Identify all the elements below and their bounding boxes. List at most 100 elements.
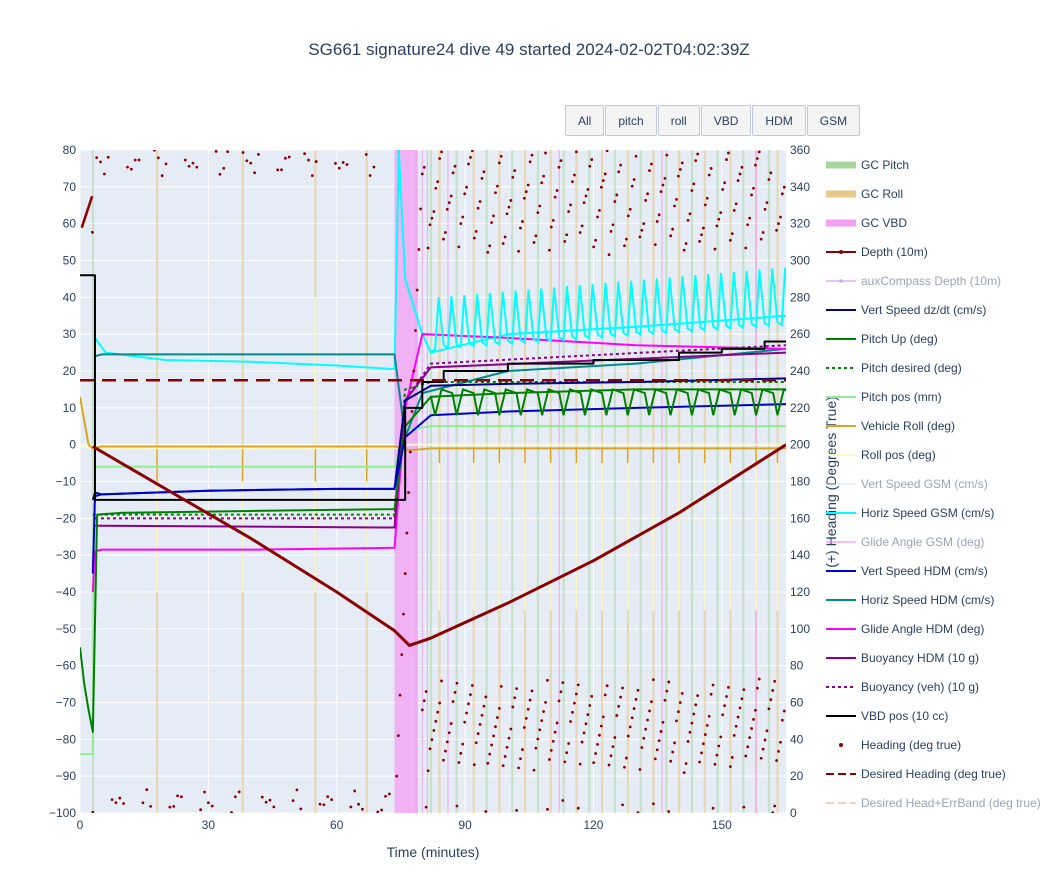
heading-marker — [578, 762, 582, 766]
series-vert-speed-hdm-cm-s — [91, 403, 786, 574]
heading-marker — [326, 795, 330, 799]
legend-item[interactable]: Pitch desired (deg) — [826, 361, 962, 375]
legend-item[interactable]: Glide Angle GSM (deg) — [826, 535, 984, 549]
gc-pitch-band — [429, 150, 433, 813]
heading-marker — [507, 205, 511, 209]
legend-item[interactable]: Buoyancy (veh) (10 g) — [826, 680, 979, 694]
vbd-button[interactable]: VBD — [700, 105, 752, 136]
heading-marker — [752, 717, 755, 721]
heading-marker — [599, 724, 603, 728]
legend-item[interactable]: Vert Speed HDM (cm/s) — [826, 564, 988, 578]
legend-item[interactable]: Desired Head+ErrBand (deg true) — [826, 796, 1041, 810]
legend-label: Vert Speed GSM (cm/s) — [861, 477, 988, 491]
heading-marker — [752, 186, 755, 190]
heading-marker — [513, 696, 517, 700]
legend-item[interactable]: Glide Angle HDM (deg) — [826, 622, 984, 636]
heading-marker — [461, 742, 465, 746]
legend-item[interactable]: Desired Heading (deg true) — [826, 767, 1006, 781]
heading-marker — [755, 686, 759, 690]
all-button[interactable]: All — [565, 105, 605, 136]
heading-marker — [400, 653, 404, 657]
y2-tick-label: 100 — [790, 622, 810, 636]
gc-pitch-band — [562, 150, 565, 813]
pitch-button[interactable]: pitch — [605, 105, 657, 136]
heading-marker — [580, 740, 584, 744]
heading-marker — [268, 798, 272, 802]
heading-marker — [655, 220, 659, 223]
heading-marker — [675, 719, 678, 723]
heading-marker — [763, 207, 767, 211]
legend-item[interactable]: GC Roll — [826, 187, 903, 201]
legend-item[interactable]: GC Pitch — [826, 158, 909, 172]
heading-marker — [494, 191, 497, 195]
heading-marker — [547, 248, 551, 252]
heading-marker — [384, 794, 387, 798]
heading-marker — [526, 707, 530, 711]
legend-item[interactable]: Depth (10m) — [826, 245, 928, 259]
legend-item[interactable]: Horiz Speed HDM (cm/s) — [826, 593, 994, 607]
heading-marker — [663, 698, 667, 702]
heading-marker — [665, 153, 669, 157]
heading-marker — [767, 178, 771, 181]
legend-item[interactable]: Pitch Up (deg) — [826, 332, 938, 346]
heading-marker — [490, 743, 494, 747]
heading-marker — [688, 212, 692, 216]
heading-marker — [628, 207, 632, 211]
heading-marker — [538, 728, 542, 732]
legend-item[interactable]: Vehicle Roll (deg) — [826, 419, 955, 433]
legend-item[interactable]: Pitch pos (mm) — [826, 390, 942, 404]
heading-marker — [773, 804, 777, 808]
legend-item[interactable]: Vert Speed GSM (cm/s) — [826, 477, 988, 491]
heading-marker — [412, 369, 416, 373]
legend-item[interactable]: Heading (deg true) — [839, 738, 961, 752]
heading-marker — [713, 762, 717, 766]
heading-marker — [555, 721, 559, 725]
heading-marker — [549, 749, 553, 752]
heading-marker — [777, 222, 780, 226]
legend-label: Vert Speed dz/dt (cm/s) — [861, 303, 986, 317]
heading-marker — [490, 221, 494, 224]
legend-item[interactable]: Buoyancy HDM (10 g) — [826, 651, 979, 665]
legend-item[interactable]: GC VBD — [826, 216, 907, 230]
heading-marker — [557, 165, 561, 169]
roll-button[interactable]: roll — [657, 105, 700, 136]
heading-marker — [754, 708, 757, 712]
heading-marker — [626, 214, 630, 218]
legend-item[interactable]: auxCompass Depth (10m) — [826, 274, 1001, 288]
heading-marker — [730, 232, 734, 236]
heading-marker — [396, 734, 400, 738]
y-tick-label: −30 — [56, 548, 77, 562]
legend-item[interactable]: Roll pos (deg) — [826, 448, 936, 462]
heading-marker — [503, 755, 507, 758]
heading-marker — [563, 239, 567, 243]
hdm-button[interactable]: HDM — [752, 105, 806, 136]
heading-marker — [719, 735, 723, 739]
heading-marker — [444, 749, 447, 753]
heading-marker — [447, 201, 451, 205]
heading-marker — [524, 716, 528, 720]
legend-item[interactable]: Horiz Speed GSM (cm/s) — [826, 506, 994, 520]
legend-item[interactable]: Vert Speed dz/dt (cm/s) — [826, 303, 986, 317]
heading-marker — [609, 754, 613, 758]
heading-marker — [428, 223, 432, 227]
heading-marker — [272, 805, 276, 809]
heading-marker — [470, 684, 474, 687]
heading-marker — [594, 752, 597, 755]
heading-marker — [617, 704, 621, 708]
heading-marker — [149, 804, 153, 808]
y-tick-label: −90 — [56, 769, 77, 783]
y-tick-label: 0 — [69, 438, 76, 452]
gsm-button[interactable]: GSM — [806, 105, 861, 136]
heading-marker — [453, 690, 457, 694]
heading-marker — [750, 193, 753, 197]
y-tick-label: 70 — [63, 180, 77, 194]
heading-marker — [442, 758, 445, 762]
heading-marker — [449, 194, 453, 198]
heading-marker — [524, 190, 528, 194]
y2-tick-label: 360 — [790, 143, 810, 157]
legend-item[interactable]: VBD pos (10 cc) — [826, 709, 948, 723]
heading-marker — [210, 804, 214, 808]
heading-marker — [495, 716, 499, 719]
y-tick-label: −60 — [56, 659, 77, 673]
heading-marker — [782, 185, 786, 189]
